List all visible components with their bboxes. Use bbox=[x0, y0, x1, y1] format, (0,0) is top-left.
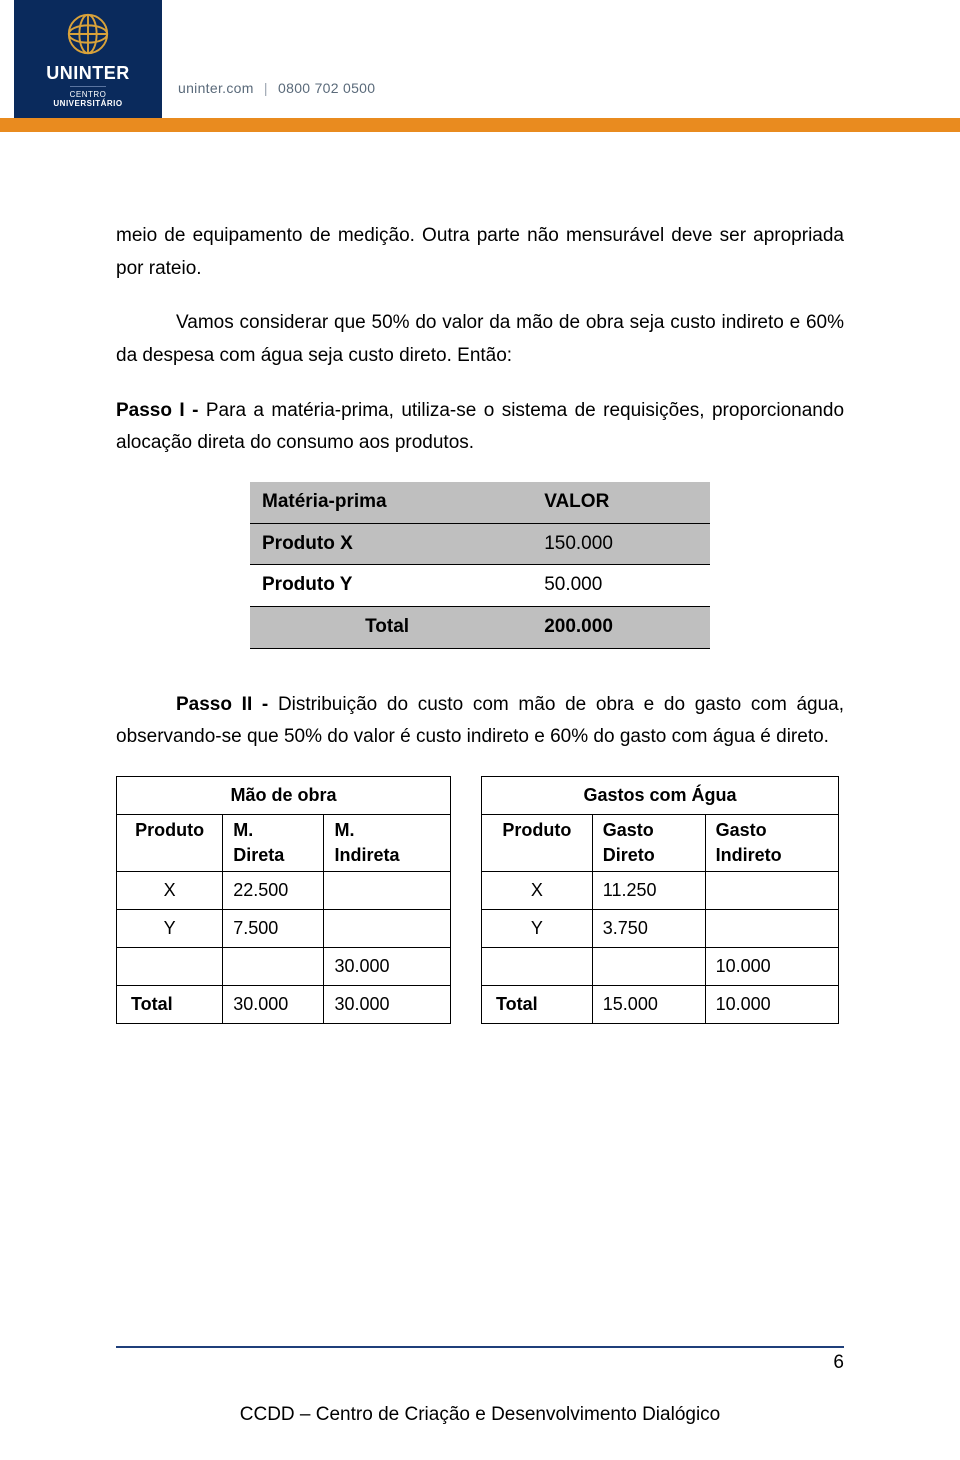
t1-r0-val: 150.000 bbox=[524, 523, 710, 565]
t1-r2-label: Total bbox=[250, 607, 524, 649]
t1-r1-label: Produto Y bbox=[250, 565, 524, 607]
accent-bar bbox=[0, 118, 960, 132]
tl-col2-a: M. bbox=[334, 818, 440, 843]
passo-2: Passo II - Distribuição do custo com mão… bbox=[116, 689, 844, 754]
t1-r2-val: 200.000 bbox=[524, 607, 710, 649]
passo2-bold: Passo II - bbox=[176, 694, 278, 715]
tl-r1c0: Y bbox=[117, 910, 223, 948]
table-gastos-agua: Gastos com Água Produto GastoDireto Gast… bbox=[481, 776, 839, 1024]
page-number: 6 bbox=[833, 1352, 844, 1374]
tl-col1-a: M. bbox=[233, 818, 313, 843]
tl-r3c1: 30.000 bbox=[223, 986, 324, 1024]
logo-name: UNINTER bbox=[46, 63, 130, 84]
tl-col0: Produto bbox=[127, 818, 212, 843]
header-phone: 0800 702 0500 bbox=[278, 80, 375, 96]
header-separator: | bbox=[264, 80, 268, 96]
tl-r0c1: 22.500 bbox=[223, 872, 324, 910]
table-materia-prima: Matéria-prima VALOR Produto X 150.000 Pr… bbox=[250, 482, 710, 649]
tl-title: Mão de obra bbox=[117, 777, 451, 815]
tr-r1c2 bbox=[705, 910, 838, 948]
tr-r0c2 bbox=[705, 872, 838, 910]
tl-r1c1: 7.500 bbox=[223, 910, 324, 948]
t1-r0-label: Produto X bbox=[250, 523, 524, 565]
tr-r2c0 bbox=[482, 948, 593, 986]
tr-r0c1: 11.250 bbox=[592, 872, 705, 910]
tr-title: Gastos com Água bbox=[482, 777, 839, 815]
tl-r3c2: 30.000 bbox=[324, 986, 451, 1024]
tables-row: Mão de obra Produto M.Direta M.Indireta … bbox=[116, 776, 844, 1024]
page-header: UNINTER CENTRO UNIVERSITÁRIO uninter.com… bbox=[0, 0, 960, 118]
tr-r2c2: 10.000 bbox=[705, 948, 838, 986]
tl-r0c2 bbox=[324, 872, 451, 910]
tr-col1-b: Direto bbox=[603, 843, 695, 868]
footer-rule bbox=[116, 1346, 844, 1348]
passo-1: Passo I - Para a matéria-prima, utiliza-… bbox=[116, 395, 844, 460]
tr-col2-b: Indireto bbox=[716, 843, 828, 868]
tl-r2c0 bbox=[117, 948, 223, 986]
footer-text: CCDD – Centro de Criação e Desenvolvimen… bbox=[0, 1404, 960, 1426]
tr-r3c1: 15.000 bbox=[592, 986, 705, 1024]
tr-col0: Produto bbox=[492, 818, 582, 843]
header-site: uninter.com bbox=[178, 80, 254, 96]
t1-r1-val: 50.000 bbox=[524, 565, 710, 607]
paragraph-1: meio de equipamento de medição. Outra pa… bbox=[116, 220, 844, 285]
tl-col1-b: Direta bbox=[233, 843, 313, 868]
tr-col1-a: Gasto bbox=[603, 818, 695, 843]
passo1-rest: Para a matéria-prima, utiliza-se o siste… bbox=[116, 400, 844, 454]
logo-sub2: UNIVERSITÁRIO bbox=[53, 99, 122, 108]
t1-col1: VALOR bbox=[524, 482, 710, 523]
tr-r3c0: Total bbox=[482, 986, 593, 1024]
t1-col0: Matéria-prima bbox=[250, 482, 524, 523]
tr-r2c1 bbox=[592, 948, 705, 986]
tr-col2-a: Gasto bbox=[716, 818, 828, 843]
paragraph-2: Vamos considerar que 50% do valor da mão… bbox=[116, 307, 844, 372]
passo1-bold: Passo I - bbox=[116, 400, 206, 421]
tr-r0c0: X bbox=[482, 872, 593, 910]
tl-r2c1 bbox=[223, 948, 324, 986]
tr-r3c2: 10.000 bbox=[705, 986, 838, 1024]
header-info: uninter.com | 0800 702 0500 bbox=[178, 80, 375, 96]
tl-r3c0: Total bbox=[117, 986, 223, 1024]
tl-r2c2: 30.000 bbox=[324, 948, 451, 986]
table-mao-de-obra: Mão de obra Produto M.Direta M.Indireta … bbox=[116, 776, 451, 1024]
tr-r1c0: Y bbox=[482, 910, 593, 948]
globe-icon bbox=[65, 11, 111, 57]
page-content: meio de equipamento de medição. Outra pa… bbox=[116, 220, 844, 1024]
tl-r1c2 bbox=[324, 910, 451, 948]
tl-r0c0: X bbox=[117, 872, 223, 910]
tr-r1c1: 3.750 bbox=[592, 910, 705, 948]
logo-sub1: CENTRO bbox=[70, 86, 107, 99]
logo-box: UNINTER CENTRO UNIVERSITÁRIO bbox=[14, 0, 162, 118]
tl-col2-b: Indireta bbox=[334, 843, 440, 868]
